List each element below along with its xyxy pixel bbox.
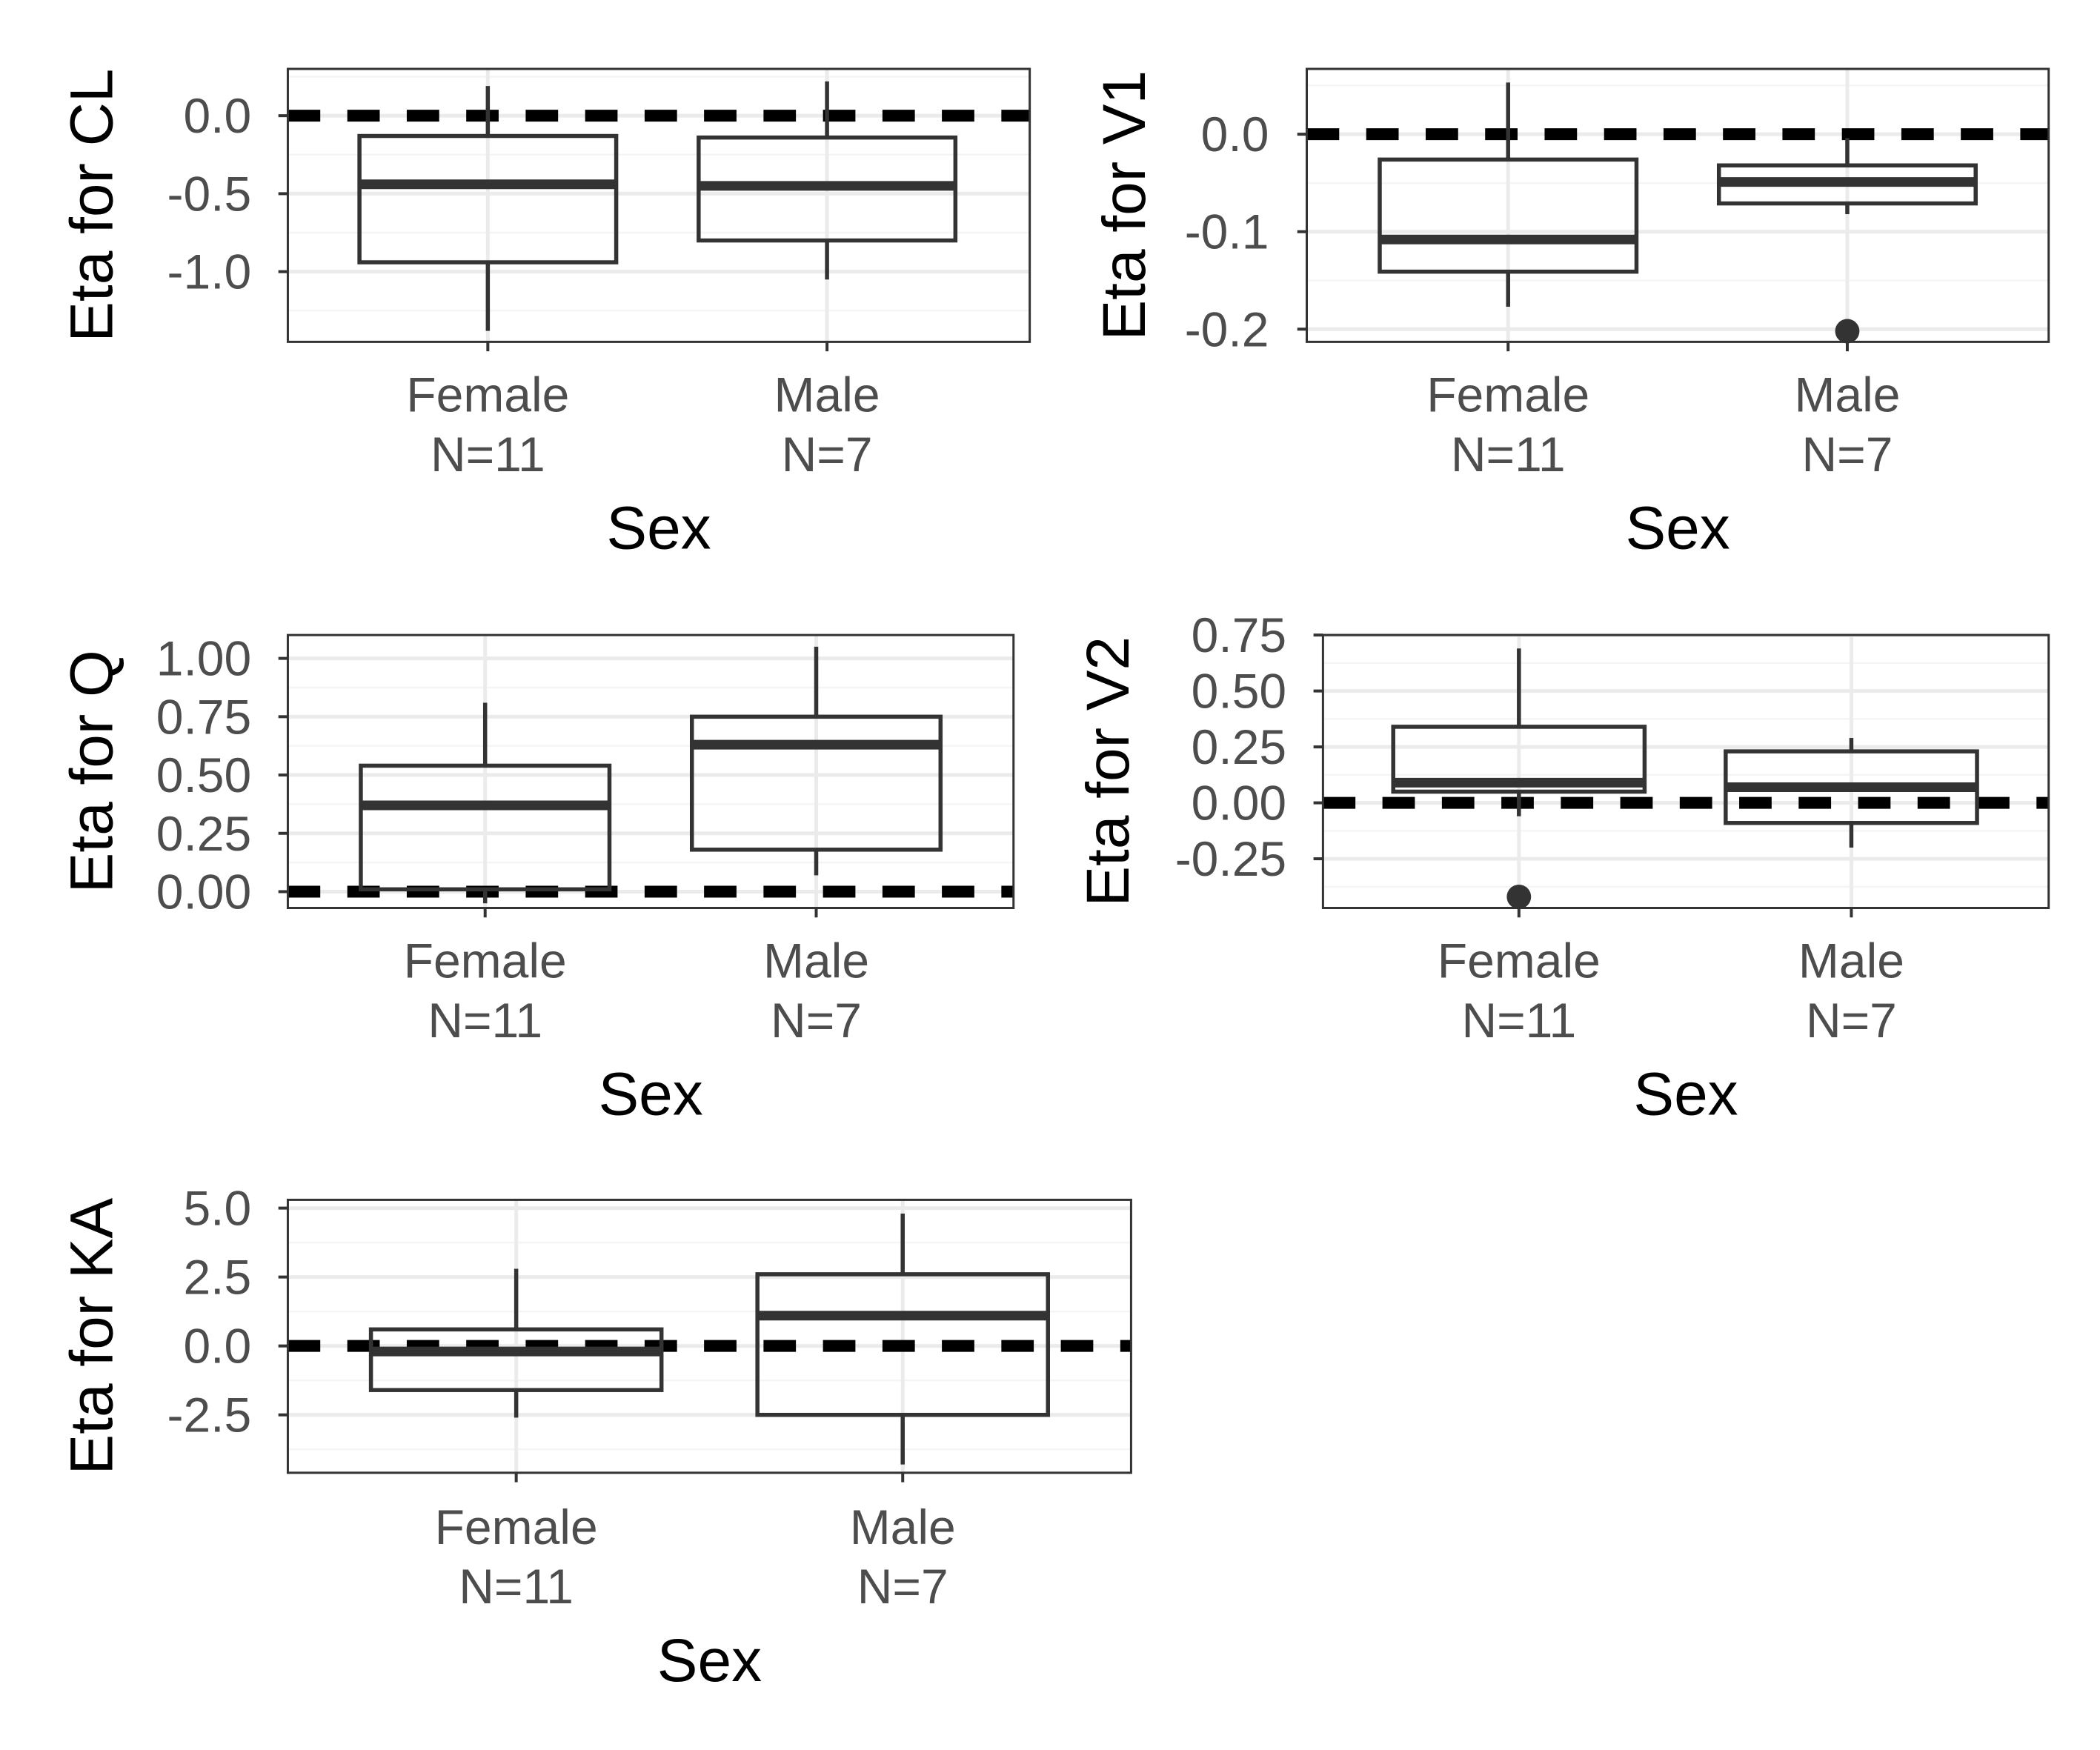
x-tick-label: Male N=7	[850, 1500, 956, 1614]
y-tick-label: -0.25	[1175, 831, 1286, 886]
box-female	[1391, 648, 1647, 909]
x-tick-label: Male N=7	[774, 367, 880, 482]
box-male	[755, 1214, 1051, 1465]
panel-1: 0.0 -0.5 -1.0 Female N=11 Male N=7 Sex Eta for C…	[59, 67, 1031, 562]
outlier-point	[1835, 319, 1860, 344]
y-tick-label: -2.5	[167, 1388, 251, 1443]
x-axis-title: Sex	[1633, 1061, 1738, 1128]
y-tick-label: -0.1	[1185, 204, 1269, 259]
x-axis-title: Sex	[598, 1061, 702, 1128]
box-body	[689, 714, 943, 852]
box-body	[1391, 725, 1647, 794]
x-tick-label: Male N=7	[1798, 934, 1904, 1048]
y-tick-label: 0.50	[1192, 664, 1286, 719]
y-axis-title: Eta for Q	[59, 650, 126, 893]
y-tick-label: 0.00	[156, 864, 251, 919]
box-body	[368, 1327, 664, 1392]
box-female	[368, 1268, 664, 1418]
x-tick-label: Female N=11	[1426, 367, 1589, 482]
box-female	[357, 86, 619, 331]
y-tick-label: 0.25	[1192, 719, 1286, 774]
x-tick-label: Female N=11	[406, 367, 569, 482]
panel-5: 5.0 2.5 0.0 -2.5 Female N=11 Male N=7 Sex Eta for…	[59, 1181, 1132, 1694]
panel-background	[1323, 635, 2049, 908]
y-tick-label: 0.0	[183, 1319, 251, 1374]
panel-border	[1305, 67, 2050, 343]
y-tick-label: 1.00	[156, 631, 251, 686]
panel-2: 0.0 -0.1 -0.2 Female N=11 Male N=7 Sex Eta for V…	[1091, 67, 2050, 562]
box-female	[359, 702, 612, 904]
panel-3: 1.000.750.500.250.00 Female N=11 Male N=7 Sex…	[59, 631, 1015, 1128]
y-tick-label: -0.5	[167, 166, 251, 221]
box-body	[359, 763, 612, 892]
box-body	[357, 133, 619, 265]
x-axis-title: Sex	[606, 495, 711, 562]
y-axis-title: Eta for V2	[1074, 636, 1142, 907]
y-axis-title: Eta for V1	[1091, 70, 1158, 341]
panel-border	[1321, 633, 2050, 910]
y-tick-label: 2.5	[183, 1250, 251, 1305]
y-tick-label: 5.0	[183, 1181, 251, 1236]
y-tick-label: 0.75	[156, 689, 251, 744]
y-tick-label: 0.0	[183, 88, 251, 143]
panel-border	[286, 1198, 1132, 1474]
box-body	[755, 1272, 1051, 1417]
x-tick-label: Female N=11	[435, 1500, 598, 1614]
x-tick-label: Male N=7	[1794, 367, 1900, 482]
box-male	[697, 81, 958, 280]
box-male	[1716, 138, 1978, 344]
x-axis-title: Sex	[657, 1627, 762, 1694]
y-tick-label: 0.00	[1192, 776, 1286, 831]
x-tick-label: Male N=7	[763, 934, 869, 1048]
box-male	[1724, 738, 1979, 848]
panel-background	[288, 1200, 1132, 1473]
x-tick-label: Female N=11	[404, 934, 567, 1048]
box-male	[689, 646, 943, 876]
panel-border	[286, 67, 1031, 343]
y-tick-label: 0.50	[156, 748, 251, 802]
box-body	[1378, 157, 1639, 274]
panel-background	[288, 635, 1014, 908]
y-axis-title: Eta for CL	[59, 69, 126, 342]
y-tick-label: 0.0	[1201, 107, 1269, 162]
y-tick-label: -0.2	[1185, 302, 1269, 356]
y-tick-label: 0.25	[156, 806, 251, 861]
outlier-point	[1506, 885, 1532, 909]
y-tick-label: -1.0	[167, 244, 251, 299]
y-axis-title: Eta for KA	[59, 1197, 126, 1474]
box-female	[1378, 82, 1639, 307]
panel-border	[286, 633, 1015, 910]
x-axis-title: Sex	[1625, 495, 1729, 562]
y-tick-label: 0.75	[1192, 608, 1286, 662]
x-tick-label: Female N=11	[1438, 934, 1601, 1048]
panel-4: 0.750.500.250.00-0.25 Female N=11 Male N=7 Se…	[1074, 608, 2050, 1128]
